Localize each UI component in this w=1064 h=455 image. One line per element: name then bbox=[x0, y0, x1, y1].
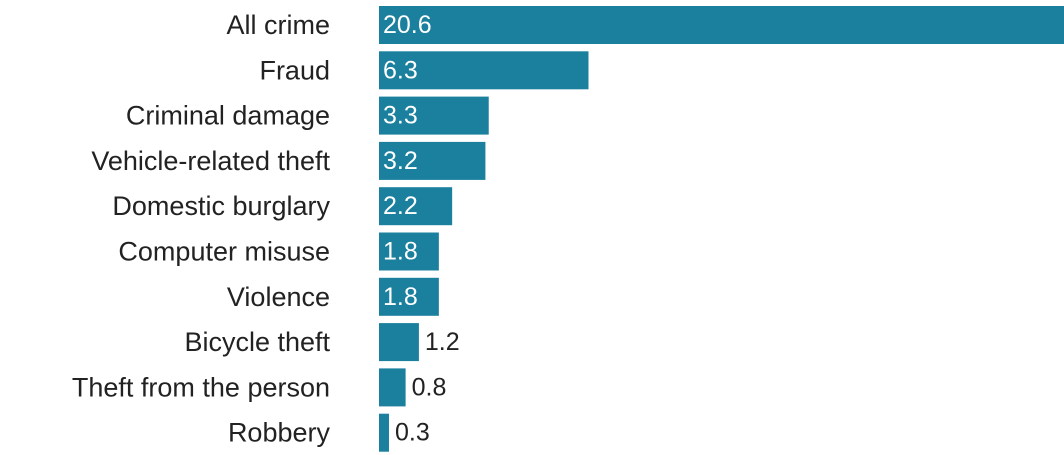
bar-criminal-damage bbox=[379, 96, 489, 135]
value-label-robbery: 0.3 bbox=[395, 419, 430, 447]
value-label-bicycle-theft: 1.2 bbox=[425, 328, 460, 356]
category-label-robbery: Robbery bbox=[228, 418, 331, 448]
bar-violence bbox=[379, 277, 439, 316]
category-label-computer-misuse: Computer misuse bbox=[118, 237, 330, 267]
bar-all-crime bbox=[379, 6, 1064, 44]
value-label-violence: 1.8 bbox=[383, 283, 418, 311]
value-label-domestic-burglary: 2.2 bbox=[383, 192, 418, 220]
value-label-theft-from-the-person: 0.8 bbox=[412, 373, 447, 401]
category-label-all-crime: All crime bbox=[226, 10, 330, 40]
value-label-fraud: 6.3 bbox=[383, 56, 418, 84]
category-label-criminal-damage: Criminal damage bbox=[126, 101, 330, 131]
category-labels: All crime Fraud Criminal damage Vehicle-rel… bbox=[72, 10, 331, 448]
bar-vehicle-related-theft bbox=[379, 141, 486, 180]
bar-robbery bbox=[379, 413, 389, 452]
value-label-computer-misuse: 1.8 bbox=[383, 238, 418, 266]
category-label-theft-from-the-person: Theft from the person bbox=[72, 372, 330, 402]
value-label-criminal-damage: 3.3 bbox=[383, 102, 418, 130]
category-label-bicycle-theft: Bicycle theft bbox=[184, 327, 330, 357]
category-label-violence: Violence bbox=[227, 282, 330, 312]
category-label-domestic-burglary: Domestic burglary bbox=[112, 191, 330, 221]
bar-fraud bbox=[379, 51, 589, 90]
category-label-vehicle-related-theft: Vehicle-related theft bbox=[91, 146, 330, 176]
bar-domestic-burglary bbox=[379, 187, 453, 226]
value-label-all-crime: 20.6 bbox=[383, 11, 432, 39]
bar-bicycle-theft bbox=[379, 323, 419, 362]
value-label-vehicle-related-theft: 3.2 bbox=[383, 147, 418, 175]
bars bbox=[379, 6, 1064, 452]
bar-theft-from-the-person bbox=[379, 368, 406, 407]
bar-computer-misuse bbox=[379, 232, 439, 271]
value-labels: 20.66.33.33.22.21.81.81.20.80.3 bbox=[383, 11, 460, 447]
category-label-fraud: Fraud bbox=[259, 55, 330, 85]
